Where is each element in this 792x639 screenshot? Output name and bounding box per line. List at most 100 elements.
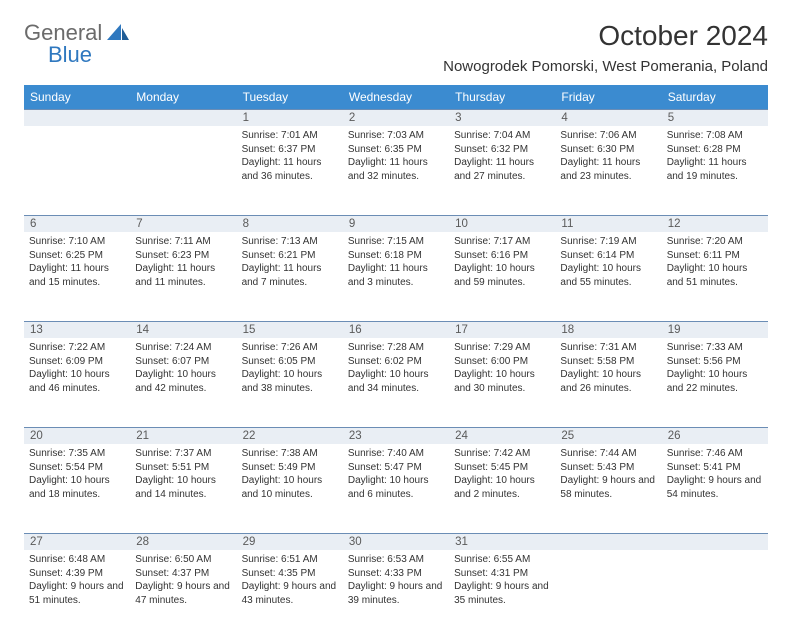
- sunrise-text: Sunrise: 7:20 AM: [667, 235, 763, 249]
- weekday-header: Thursday: [449, 85, 555, 110]
- sunset-text: Sunset: 4:37 PM: [135, 567, 231, 581]
- sunrise-text: Sunrise: 6:55 AM: [454, 553, 550, 567]
- day-cell: Sunrise: 7:37 AMSunset: 5:51 PMDaylight:…: [130, 444, 236, 534]
- day-cell: Sunrise: 7:04 AMSunset: 6:32 PMDaylight:…: [449, 126, 555, 216]
- day-number: 23: [343, 428, 449, 445]
- sunset-text: Sunset: 6:16 PM: [454, 249, 550, 263]
- sunrise-text: Sunrise: 6:53 AM: [348, 553, 444, 567]
- sunset-text: Sunset: 5:56 PM: [667, 355, 763, 369]
- sunset-text: Sunset: 6:30 PM: [560, 143, 656, 157]
- day-number: 4: [555, 110, 661, 127]
- sunrise-text: Sunrise: 7:01 AM: [242, 129, 338, 143]
- daylight-text: Daylight: 10 hours and 2 minutes.: [454, 474, 550, 501]
- day-number: 31: [449, 534, 555, 551]
- sunrise-text: Sunrise: 7:22 AM: [29, 341, 125, 355]
- sunset-text: Sunset: 5:41 PM: [667, 461, 763, 475]
- day-cell: Sunrise: 7:13 AMSunset: 6:21 PMDaylight:…: [237, 232, 343, 322]
- day-cell: Sunrise: 7:33 AMSunset: 5:56 PMDaylight:…: [662, 338, 768, 428]
- day-number: 19: [662, 322, 768, 339]
- daylight-text: Daylight: 11 hours and 19 minutes.: [667, 156, 763, 183]
- day-cell: Sunrise: 7:10 AMSunset: 6:25 PMDaylight:…: [24, 232, 130, 322]
- daylight-text: Daylight: 10 hours and 59 minutes.: [454, 262, 550, 289]
- title-block: October 2024 Nowogrodek Pomorski, West P…: [443, 20, 768, 75]
- sunset-text: Sunset: 6:23 PM: [135, 249, 231, 263]
- sunrise-text: Sunrise: 7:46 AM: [667, 447, 763, 461]
- sunset-text: Sunset: 5:45 PM: [454, 461, 550, 475]
- daylight-text: Daylight: 10 hours and 18 minutes.: [29, 474, 125, 501]
- sunrise-text: Sunrise: 7:15 AM: [348, 235, 444, 249]
- sunset-text: Sunset: 5:58 PM: [560, 355, 656, 369]
- day-number: 12: [662, 216, 768, 233]
- week-row: Sunrise: 7:01 AMSunset: 6:37 PM Daylight:…: [24, 126, 768, 216]
- sunrise-text: Sunrise: 7:33 AM: [667, 341, 763, 355]
- daylight-text: Daylight: 10 hours and 14 minutes.: [135, 474, 231, 501]
- weekday-header: Sunday: [24, 85, 130, 110]
- weekday-header: Wednesday: [343, 85, 449, 110]
- day-cell: Sunrise: 7:44 AMSunset: 5:43 PMDaylight:…: [555, 444, 661, 534]
- sunset-text: Sunset: 6:11 PM: [667, 249, 763, 263]
- daylight-text: Daylight: 10 hours and 30 minutes.: [454, 368, 550, 395]
- page-title: October 2024: [443, 20, 768, 52]
- brand-line2: Blue: [48, 42, 129, 68]
- week-row: Sunrise: 7:10 AMSunset: 6:25 PMDaylight:…: [24, 232, 768, 322]
- daylight-text: Daylight: 9 hours and 47 minutes.: [135, 580, 231, 607]
- day-number: 5: [662, 110, 768, 127]
- day-number: 27: [24, 534, 130, 551]
- weekday-header: Friday: [555, 85, 661, 110]
- daylight-text: Daylight: 11 hours and 7 minutes.: [242, 262, 338, 289]
- sunrise-text: Sunrise: 7:42 AM: [454, 447, 550, 461]
- header: General Blue October 2024 Nowogrodek Pom…: [24, 20, 768, 75]
- daylight-text: Daylight: 11 hours and 27 minutes.: [454, 156, 550, 183]
- day-number: 20: [24, 428, 130, 445]
- day-number: 24: [449, 428, 555, 445]
- sunset-text: Sunset: 6:00 PM: [454, 355, 550, 369]
- day-cell: Sunrise: 7:20 AMSunset: 6:11 PMDaylight:…: [662, 232, 768, 322]
- sunset-text: Sunset: 5:43 PM: [560, 461, 656, 475]
- daylight-text: Daylight: 10 hours and 6 minutes.: [348, 474, 444, 501]
- daynum-row: 13141516171819: [24, 322, 768, 339]
- sunset-text: Sunset: 6:37 PM: [242, 143, 338, 157]
- daylight-text: Daylight: 9 hours and 58 minutes.: [560, 474, 656, 501]
- day-cell: Sunrise: 7:31 AMSunset: 5:58 PMDaylight:…: [555, 338, 661, 428]
- day-cell: Sunrise: 7:06 AMSunset: 6:30 PMDaylight:…: [555, 126, 661, 216]
- day-cell: Sunrise: 7:08 AMSunset: 6:28 PMDaylight:…: [662, 126, 768, 216]
- daylight-text: Daylight: 11 hours and 11 minutes.: [135, 262, 231, 289]
- empty-day: [662, 534, 768, 551]
- sunrise-text: Sunrise: 7:28 AM: [348, 341, 444, 355]
- sunrise-text: Sunrise: 7:17 AM: [454, 235, 550, 249]
- week-row: Sunrise: 7:22 AMSunset: 6:09 PMDaylight:…: [24, 338, 768, 428]
- daynum-row: 20212223242526: [24, 428, 768, 445]
- day-number: 18: [555, 322, 661, 339]
- week-row: Sunrise: 6:48 AMSunset: 4:39 PMDaylight:…: [24, 550, 768, 639]
- sunset-text: Sunset: 5:54 PM: [29, 461, 125, 475]
- sunset-text: Sunset: 6:35 PM: [348, 143, 444, 157]
- sunrise-text: Sunrise: 7:19 AM: [560, 235, 656, 249]
- day-cell: Sunrise: 7:11 AMSunset: 6:23 PMDaylight:…: [130, 232, 236, 322]
- daylight-text: Daylight: 9 hours and 43 minutes.: [242, 580, 338, 607]
- sunset-text: Sunset: 6:07 PM: [135, 355, 231, 369]
- day-number: 13: [24, 322, 130, 339]
- day-cell: Sunrise: 7:29 AMSunset: 6:00 PMDaylight:…: [449, 338, 555, 428]
- day-cell: Sunrise: 6:53 AMSunset: 4:33 PMDaylight:…: [343, 550, 449, 639]
- daylight-text: Daylight: 10 hours and 38 minutes.: [242, 368, 338, 395]
- sunrise-text: Sunrise: 7:03 AM: [348, 129, 444, 143]
- day-cell: Sunrise: 7:22 AMSunset: 6:09 PMDaylight:…: [24, 338, 130, 428]
- weekday-header: Monday: [130, 85, 236, 110]
- day-cell: Sunrise: 7:03 AMSunset: 6:35 PMDaylight:…: [343, 126, 449, 216]
- weekday-header: Saturday: [662, 85, 768, 110]
- sunset-text: Sunset: 6:14 PM: [560, 249, 656, 263]
- day-number: 14: [130, 322, 236, 339]
- day-number: 9: [343, 216, 449, 233]
- sunrise-text: Sunrise: 6:51 AM: [242, 553, 338, 567]
- day-number: 15: [237, 322, 343, 339]
- day-number: 22: [237, 428, 343, 445]
- sunset-text: Sunset: 6:32 PM: [454, 143, 550, 157]
- daylight-text: Daylight: 10 hours and 26 minutes.: [560, 368, 656, 395]
- sunrise-text: Sunrise: 7:04 AM: [454, 129, 550, 143]
- sunrise-text: Sunrise: 7:44 AM: [560, 447, 656, 461]
- week-row: Sunrise: 7:35 AMSunset: 5:54 PMDaylight:…: [24, 444, 768, 534]
- day-cell: Sunrise: 7:28 AMSunset: 6:02 PMDaylight:…: [343, 338, 449, 428]
- day-number: 10: [449, 216, 555, 233]
- brand-sail-icon: [107, 24, 129, 40]
- sunset-text: Sunset: 6:18 PM: [348, 249, 444, 263]
